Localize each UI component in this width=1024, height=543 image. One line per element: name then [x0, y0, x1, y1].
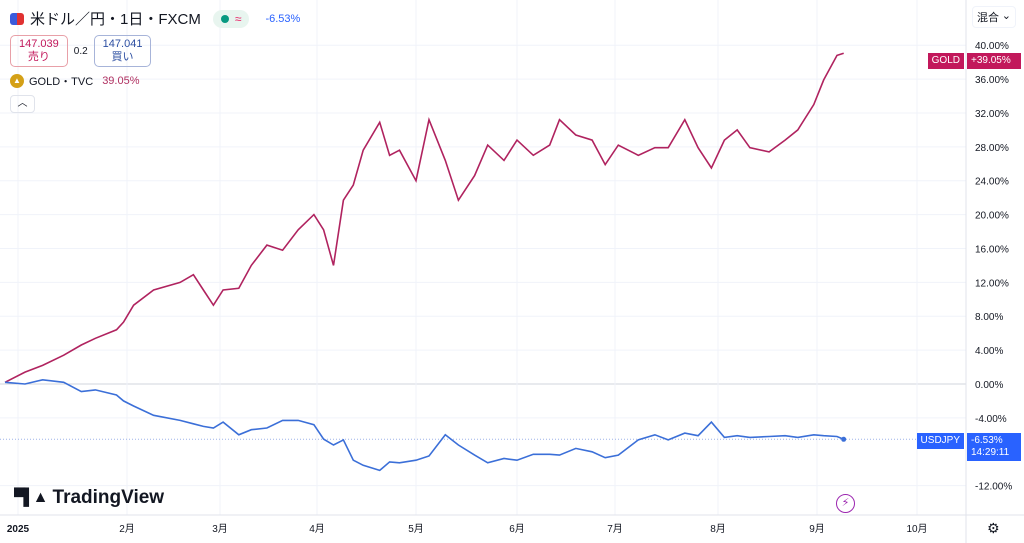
usdjpy-value: -6.53%: [971, 435, 1003, 446]
x-tick-label: 5月: [408, 523, 424, 535]
sell-label: 売り: [27, 51, 50, 63]
x-tick-label: 2月: [119, 523, 135, 535]
series-line-usdjpy: [4, 378, 845, 472]
usdjpy-value-tag: -6.53% 14:29:11: [967, 433, 1021, 461]
y-tick-label: 40.00%: [975, 41, 1009, 52]
chevron-up-icon: ︿: [17, 98, 28, 109]
usdjpy-last-point: [841, 436, 847, 442]
market-open-icon: [220, 14, 229, 23]
y-tick-label: 32.00%: [975, 109, 1009, 120]
tradingview-logo[interactable]: ▀▌▲ TradingView: [14, 487, 164, 509]
spread: 0.2: [73, 45, 88, 57]
gold-icon: ▲: [10, 74, 24, 88]
compare-change: 39.05%: [102, 75, 140, 87]
chevron-down-icon: ⌄: [1001, 10, 1011, 22]
collapse-legend-button[interactable]: ︿: [10, 95, 35, 113]
usdjpy-flag-icon: [10, 12, 24, 25]
buy-price: 147.041: [102, 38, 143, 50]
y-tick-label: 12.00%: [975, 278, 1009, 289]
y-tick-label: 28.00%: [975, 143, 1009, 154]
logo-text: TradingView: [52, 487, 165, 508]
buy-button[interactable]: 147.041 買い: [93, 35, 152, 67]
buy-label: 買い: [111, 51, 134, 63]
sell-button[interactable]: 147.039 売り: [10, 35, 68, 67]
x-tick-label: 2025: [7, 524, 30, 535]
delayed-icon: ≈: [234, 11, 242, 26]
x-tick-label: 9月: [809, 523, 825, 535]
x-tick-label: 8月: [710, 523, 726, 535]
x-tick-label: 7月: [607, 523, 623, 535]
symbol-change: -6.53%: [265, 12, 301, 25]
y-tick-label: 20.00%: [975, 211, 1009, 222]
gold-value-tag: +39.05%: [967, 53, 1021, 69]
gold-name-tag: GOLD: [927, 53, 964, 69]
x-tick-label: 3月: [212, 523, 228, 535]
y-tick-label: 8.00%: [975, 312, 1003, 323]
sell-price: 147.039: [19, 38, 59, 50]
y-tick-label: 0.00%: [975, 380, 1003, 391]
y-tick-label: 24.00%: [975, 177, 1009, 188]
y-tick-label: 36.00%: [975, 75, 1009, 86]
series-line-gold: [4, 52, 844, 384]
x-tick-label: 4月: [309, 523, 325, 535]
market-status[interactable]: ≈: [212, 9, 250, 28]
x-tick-label: 10月: [906, 523, 927, 535]
settings-icon[interactable]: ⚙: [987, 520, 1000, 536]
compare-symbol[interactable]: GOLD・TVC: [29, 76, 94, 88]
x-tick-label: 6月: [509, 523, 525, 535]
y-tick-label: -4.00%: [975, 414, 1007, 425]
scale-mode-dropdown[interactable]: 混合 ⌄: [972, 6, 1016, 28]
tv-logo-icon: ▀▌▲: [14, 489, 48, 506]
y-tick-label: 4.00%: [975, 346, 1003, 357]
usdjpy-name-tag: USDJPY: [916, 433, 964, 449]
y-tick-label: 16.00%: [975, 244, 1009, 255]
bar-countdown: 14:29:11: [971, 447, 1010, 458]
symbol-title[interactable]: 米ドル／円・1日・FXCM: [30, 11, 201, 28]
scale-mode-label: 混合: [977, 12, 999, 24]
y-tick-label: -12.00%: [975, 482, 1012, 493]
lightning-icon[interactable]: ⚡: [836, 494, 855, 513]
legend: 米ドル／円・1日・FXCM ≈ -6.53% 147.039 売り 0.2 147…: [10, 8, 300, 113]
